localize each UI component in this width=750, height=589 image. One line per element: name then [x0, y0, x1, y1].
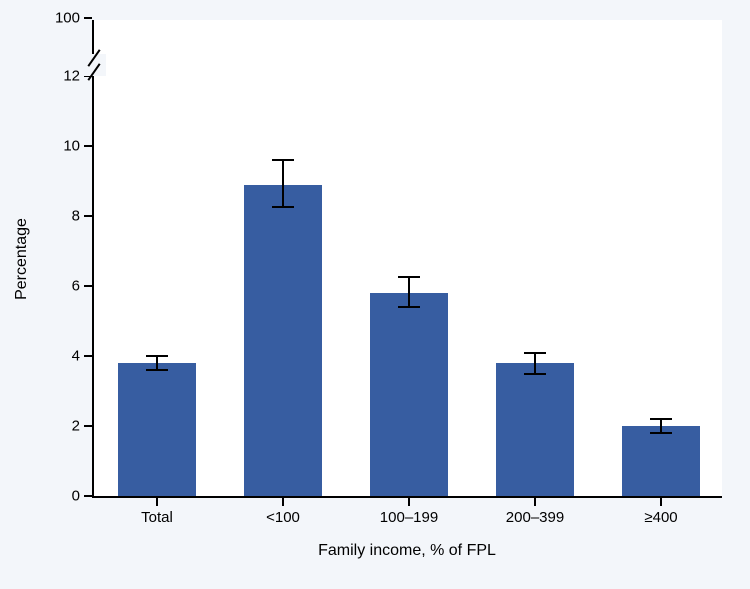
x-tick-mark: [282, 498, 284, 506]
y-tick-label: 6: [40, 279, 80, 294]
error-cap: [524, 373, 546, 375]
error-bar: [282, 160, 284, 207]
error-bar: [408, 277, 410, 307]
chart-container: 024681012100Total<100100–199200–399≥400 …: [0, 0, 750, 589]
y-tick-label: 2: [40, 419, 80, 434]
x-tick-label: ≥400: [644, 510, 677, 525]
x-tick-label: 200–399: [506, 510, 564, 525]
x-tick-mark: [156, 498, 158, 506]
y-tick-label: 0: [40, 489, 80, 504]
error-cap: [146, 355, 168, 357]
error-bar: [660, 419, 662, 433]
y-axis-label: Percentage: [13, 218, 31, 300]
x-tick-mark: [660, 498, 662, 506]
error-cap: [524, 352, 546, 354]
error-cap: [272, 206, 294, 208]
y-tick-label: 4: [40, 349, 80, 364]
y-tick-label: 10: [40, 139, 80, 154]
bar: [118, 363, 196, 496]
y-tick-mark: [84, 145, 92, 147]
y-tick-label: 100: [40, 11, 80, 26]
error-cap: [650, 418, 672, 420]
x-tick-label: Total: [141, 510, 173, 525]
error-bar: [534, 353, 536, 374]
y-tick-mark: [84, 285, 92, 287]
y-tick-mark: [84, 215, 92, 217]
y-tick-mark: [84, 355, 92, 357]
plot-area: 024681012100Total<100100–199200–399≥400: [92, 20, 722, 498]
y-tick-mark: [84, 17, 92, 19]
error-cap: [146, 369, 168, 371]
x-axis-label: Family income, % of FPL: [318, 542, 496, 560]
error-bar: [156, 356, 158, 370]
bar: [244, 185, 322, 497]
y-tick-label: 8: [40, 209, 80, 224]
y-tick-label: 12: [40, 69, 80, 84]
x-tick-mark: [534, 498, 536, 506]
y-tick-mark: [84, 495, 92, 497]
bar: [496, 363, 574, 496]
bar: [370, 293, 448, 496]
error-cap: [398, 306, 420, 308]
error-cap: [650, 432, 672, 434]
bar: [622, 426, 700, 496]
x-tick-mark: [408, 498, 410, 506]
y-tick-mark: [84, 425, 92, 427]
error-cap: [398, 276, 420, 278]
x-tick-label: <100: [266, 510, 300, 525]
x-tick-label: 100–199: [380, 510, 438, 525]
error-cap: [272, 159, 294, 161]
